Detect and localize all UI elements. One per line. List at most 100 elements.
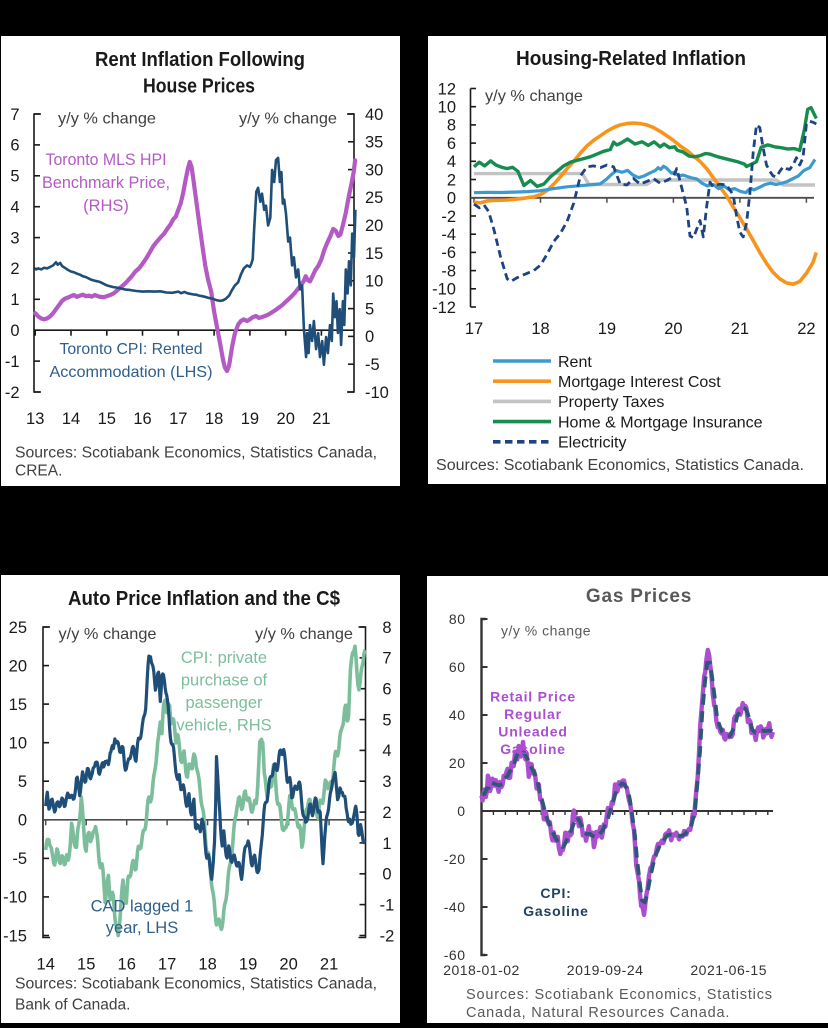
svg-text:13: 13	[26, 410, 44, 428]
svg-text:1: 1	[10, 291, 19, 309]
svg-text:40: 40	[449, 707, 466, 723]
svg-text:20: 20	[365, 217, 383, 235]
svg-text:Home & Mortgage Insurance: Home & Mortgage Insurance	[558, 414, 763, 431]
svg-text:Gasoline: Gasoline	[523, 903, 589, 919]
svg-text:2: 2	[447, 171, 456, 189]
svg-text:Rent: Rent	[558, 354, 592, 371]
svg-text:60: 60	[449, 659, 466, 675]
svg-text:Sources: Scotiabank Economics,: Sources: Scotiabank Economics, Statistic…	[15, 976, 377, 993]
svg-text:80: 80	[449, 611, 466, 627]
svg-text:(RHS): (RHS)	[83, 197, 129, 215]
svg-text:Housing-Related Inflation: Housing-Related Inflation	[516, 48, 746, 70]
svg-text:20: 20	[279, 956, 297, 974]
svg-text:House Prices: House Prices	[143, 76, 255, 98]
svg-text:17: 17	[158, 956, 176, 974]
svg-text:y/y % change: y/y % change	[485, 88, 583, 105]
svg-text:-10: -10	[365, 384, 389, 402]
svg-text:3: 3	[10, 229, 19, 247]
svg-text:10: 10	[365, 273, 383, 291]
svg-text:15: 15	[9, 696, 27, 714]
svg-text:16: 16	[133, 410, 151, 428]
svg-text:-1: -1	[380, 896, 395, 914]
svg-text:10: 10	[9, 735, 27, 753]
svg-text:Toronto MLS HPI: Toronto MLS HPI	[46, 151, 167, 169]
svg-text:-1: -1	[5, 353, 20, 371]
svg-text:Gas Prices: Gas Prices	[586, 586, 692, 607]
svg-text:20: 20	[664, 320, 682, 338]
svg-text:-2: -2	[5, 384, 20, 402]
svg-text:-2: -2	[380, 927, 395, 945]
svg-text:0: 0	[447, 190, 456, 208]
svg-text:21: 21	[312, 410, 330, 428]
svg-text:Sources: Scotiabank Economics,: Sources: Scotiabank Economics, Statistic…	[466, 987, 773, 1003]
svg-text:Rent Inflation Following: Rent Inflation Following	[95, 49, 305, 71]
svg-text:4: 4	[382, 742, 391, 760]
svg-text:Bank of Canada.: Bank of Canada.	[15, 997, 130, 1014]
svg-text:15: 15	[77, 956, 95, 974]
svg-text:7: 7	[10, 106, 19, 124]
svg-text:14: 14	[37, 956, 55, 974]
svg-text:2: 2	[10, 260, 19, 278]
svg-text:22: 22	[797, 320, 815, 338]
svg-text:y/y % change: y/y % change	[501, 623, 591, 639]
svg-text:-6: -6	[441, 244, 456, 262]
svg-text:Gasoline: Gasoline	[500, 741, 566, 757]
svg-text:CPI: private: CPI: private	[181, 649, 267, 667]
svg-text:7: 7	[382, 650, 391, 668]
svg-text:1: 1	[382, 835, 391, 853]
svg-text:y/y % change: y/y % change	[255, 626, 353, 643]
svg-text:19: 19	[241, 410, 259, 428]
svg-text:-5: -5	[365, 356, 380, 374]
svg-text:20: 20	[9, 657, 27, 675]
svg-text:-8: -8	[441, 262, 456, 280]
svg-text:21: 21	[731, 320, 749, 338]
svg-text:Regular: Regular	[504, 706, 562, 722]
svg-text:6: 6	[382, 681, 391, 699]
svg-text:0: 0	[10, 322, 19, 340]
svg-text:Unleaded: Unleaded	[498, 724, 567, 740]
svg-text:5: 5	[10, 168, 19, 186]
svg-text:Sources: Scotiabank Economics,: Sources: Scotiabank Economics, Statistic…	[15, 445, 377, 462]
svg-text:Retail Price: Retail Price	[490, 689, 576, 705]
svg-text:0: 0	[365, 328, 374, 346]
svg-text:20: 20	[449, 755, 466, 771]
svg-text:Canada, Natural Resources Cana: Canada, Natural Resources Canada.	[466, 1005, 730, 1021]
svg-text:Mortgage Interest Cost: Mortgage Interest Cost	[558, 374, 721, 391]
svg-text:4: 4	[447, 153, 456, 171]
svg-text:18: 18	[205, 410, 223, 428]
svg-text:purchase of: purchase of	[181, 672, 268, 690]
svg-text:passenger: passenger	[185, 694, 263, 712]
svg-text:4: 4	[10, 199, 19, 217]
svg-text:y/y % change: y/y % change	[239, 111, 337, 128]
svg-text:5: 5	[18, 773, 27, 791]
svg-text:21: 21	[320, 956, 338, 974]
svg-text:18: 18	[531, 320, 549, 338]
svg-text:-4: -4	[441, 226, 456, 244]
svg-text:35: 35	[365, 134, 383, 152]
svg-text:y/y % change: y/y % change	[59, 626, 157, 643]
svg-text:y/y % change: y/y % change	[58, 111, 156, 128]
svg-text:5: 5	[365, 300, 374, 318]
svg-text:0: 0	[382, 866, 391, 884]
svg-text:8: 8	[447, 117, 456, 135]
svg-text:6: 6	[10, 137, 19, 155]
svg-text:8: 8	[382, 619, 391, 637]
svg-text:17: 17	[169, 410, 187, 428]
svg-text:25: 25	[365, 189, 383, 207]
svg-text:10: 10	[438, 99, 456, 117]
svg-text:17: 17	[465, 320, 483, 338]
svg-text:Electricity: Electricity	[558, 435, 626, 452]
svg-text:-40: -40	[444, 899, 466, 915]
svg-text:Benchmark Price,: Benchmark Price,	[42, 174, 170, 192]
svg-text:Property Taxes: Property Taxes	[558, 394, 664, 411]
svg-text:3: 3	[382, 773, 391, 791]
svg-text:15: 15	[98, 410, 116, 428]
svg-text:vehicle, RHS: vehicle, RHS	[176, 717, 271, 735]
svg-text:Accommodation (LHS): Accommodation (LHS)	[50, 364, 213, 381]
svg-text:19: 19	[239, 956, 257, 974]
svg-text:-20: -20	[444, 851, 466, 867]
svg-text:25: 25	[9, 619, 27, 637]
svg-text:6: 6	[447, 135, 456, 153]
svg-text:2: 2	[382, 804, 391, 822]
svg-text:year, LHS: year, LHS	[106, 919, 178, 937]
